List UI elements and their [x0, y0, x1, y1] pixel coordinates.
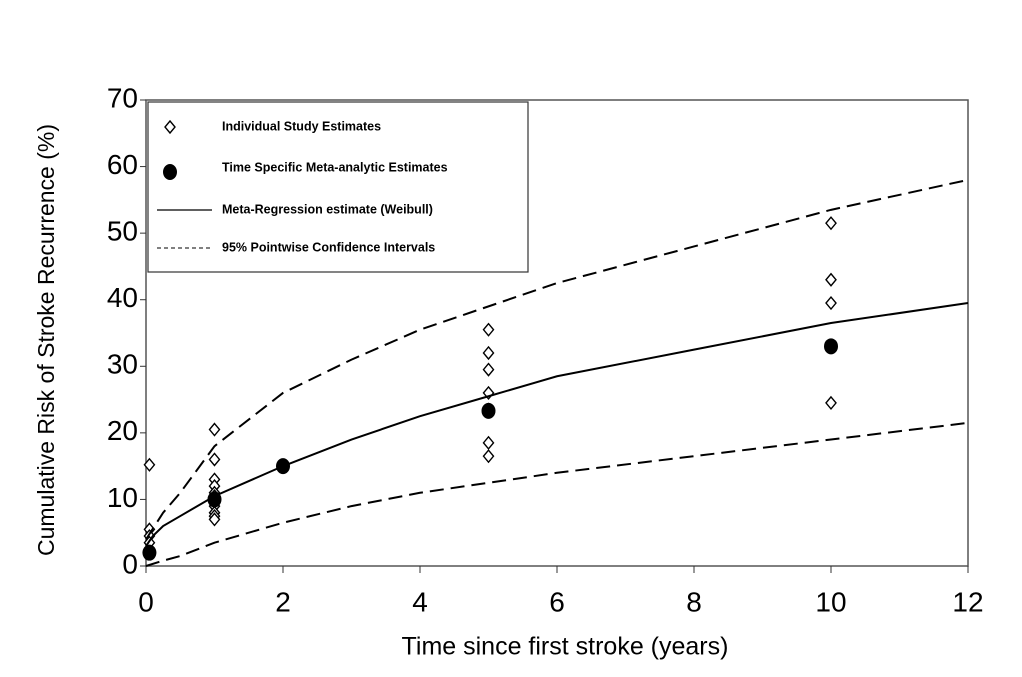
y-tick-label: 60: [107, 149, 138, 180]
data-point: [825, 216, 837, 231]
x-tick-label: 10: [815, 586, 846, 617]
data-point: [825, 295, 837, 311]
y-tick-label: 70: [107, 82, 138, 113]
y-tick-label: 20: [107, 415, 138, 446]
data-point: [143, 457, 156, 472]
data-point: [482, 345, 495, 361]
data-point: [481, 402, 496, 419]
x-tick-label: 4: [412, 586, 428, 617]
legend-marker: [164, 119, 176, 135]
y-tick-label: 40: [107, 282, 138, 313]
data-point: [482, 322, 495, 337]
ci-upper: [145, 178, 969, 540]
y-tick-label: 0: [122, 548, 138, 579]
data-point: [142, 544, 157, 561]
x-tick-label: 2: [275, 586, 291, 617]
x-tick-label: 6: [549, 586, 565, 617]
legend-label: Meta-Regression estimate (Weibull): [222, 202, 433, 216]
y-tick-label: 50: [107, 216, 138, 247]
weibull-line: [145, 302, 969, 547]
x-tick-label: 0: [138, 586, 154, 617]
x-axis-label: Time since first stroke (years): [402, 633, 729, 661]
data-point: [208, 512, 221, 527]
y-axis-label: Cumulative Risk of Stroke Recurrence (%): [33, 124, 59, 556]
y-tick-label: 30: [107, 349, 138, 380]
data-point: [482, 362, 495, 377]
data-point: [824, 338, 838, 355]
data-point: [825, 395, 837, 410]
data-point: [208, 452, 221, 467]
data-point: [482, 449, 495, 464]
data-point: [825, 272, 837, 287]
data-point: [482, 435, 495, 450]
legend-marker: [163, 164, 177, 180]
legend-label: 95% Pointwise Confidence Intervals: [222, 240, 435, 254]
x-tick-label: 8: [686, 586, 702, 617]
legend-label: Individual Study Estimates: [222, 119, 381, 133]
x-tick-label: 12: [952, 586, 983, 617]
legend-box: [147, 101, 529, 273]
y-tick-label: 10: [107, 482, 138, 513]
ci-lower: [145, 421, 969, 567]
data-point: [208, 422, 221, 437]
legend-label: Time Specific Meta-analytic Estimates: [222, 160, 448, 174]
